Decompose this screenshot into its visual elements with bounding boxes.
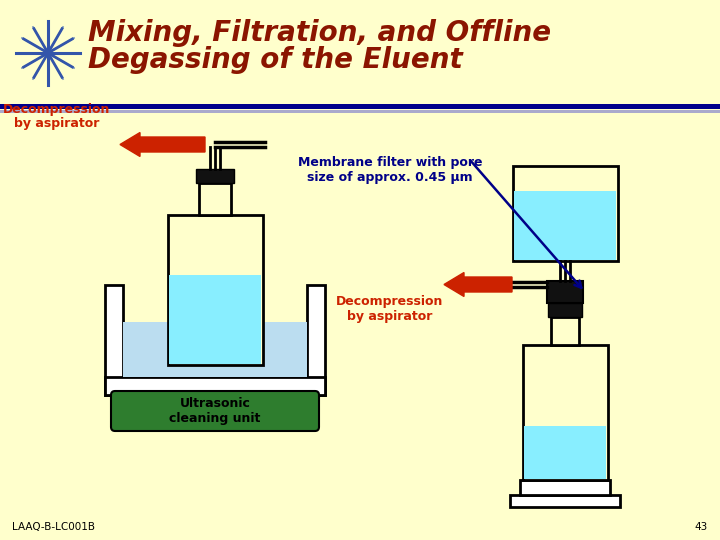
Bar — [307, 285, 325, 395]
Bar — [199, 183, 231, 215]
Bar — [510, 495, 620, 507]
FancyArrow shape — [120, 132, 205, 157]
Bar — [513, 166, 618, 261]
Text: Decompression
by aspirator: Decompression by aspirator — [4, 103, 111, 131]
Bar — [0, 0, 720, 105]
Bar — [514, 191, 616, 260]
Bar — [105, 377, 325, 395]
Bar — [524, 426, 606, 478]
Bar — [0, 104, 720, 109]
Text: Ultrasonic
cleaning unit: Ultrasonic cleaning unit — [169, 397, 261, 425]
Text: LAAQ-B-LC001B: LAAQ-B-LC001B — [12, 522, 95, 532]
Bar — [123, 322, 307, 377]
Bar — [168, 215, 263, 365]
Text: Membrane filter with pore
size of approx. 0.45 μm: Membrane filter with pore size of approx… — [298, 156, 482, 184]
Bar — [196, 169, 234, 183]
Bar — [0, 110, 720, 113]
FancyArrow shape — [444, 273, 512, 296]
Text: Mixing, Filtration, and Offline: Mixing, Filtration, and Offline — [88, 19, 551, 47]
Bar — [551, 317, 579, 345]
Bar — [169, 275, 261, 363]
Text: Decompression
by aspirator: Decompression by aspirator — [336, 295, 444, 323]
FancyBboxPatch shape — [111, 391, 319, 431]
Text: 43: 43 — [695, 522, 708, 532]
Bar — [548, 303, 582, 317]
Bar — [105, 285, 123, 395]
Bar — [547, 281, 583, 303]
Bar — [523, 345, 608, 480]
Text: Degassing of the Eluent: Degassing of the Eluent — [88, 46, 463, 74]
Bar — [520, 480, 610, 495]
